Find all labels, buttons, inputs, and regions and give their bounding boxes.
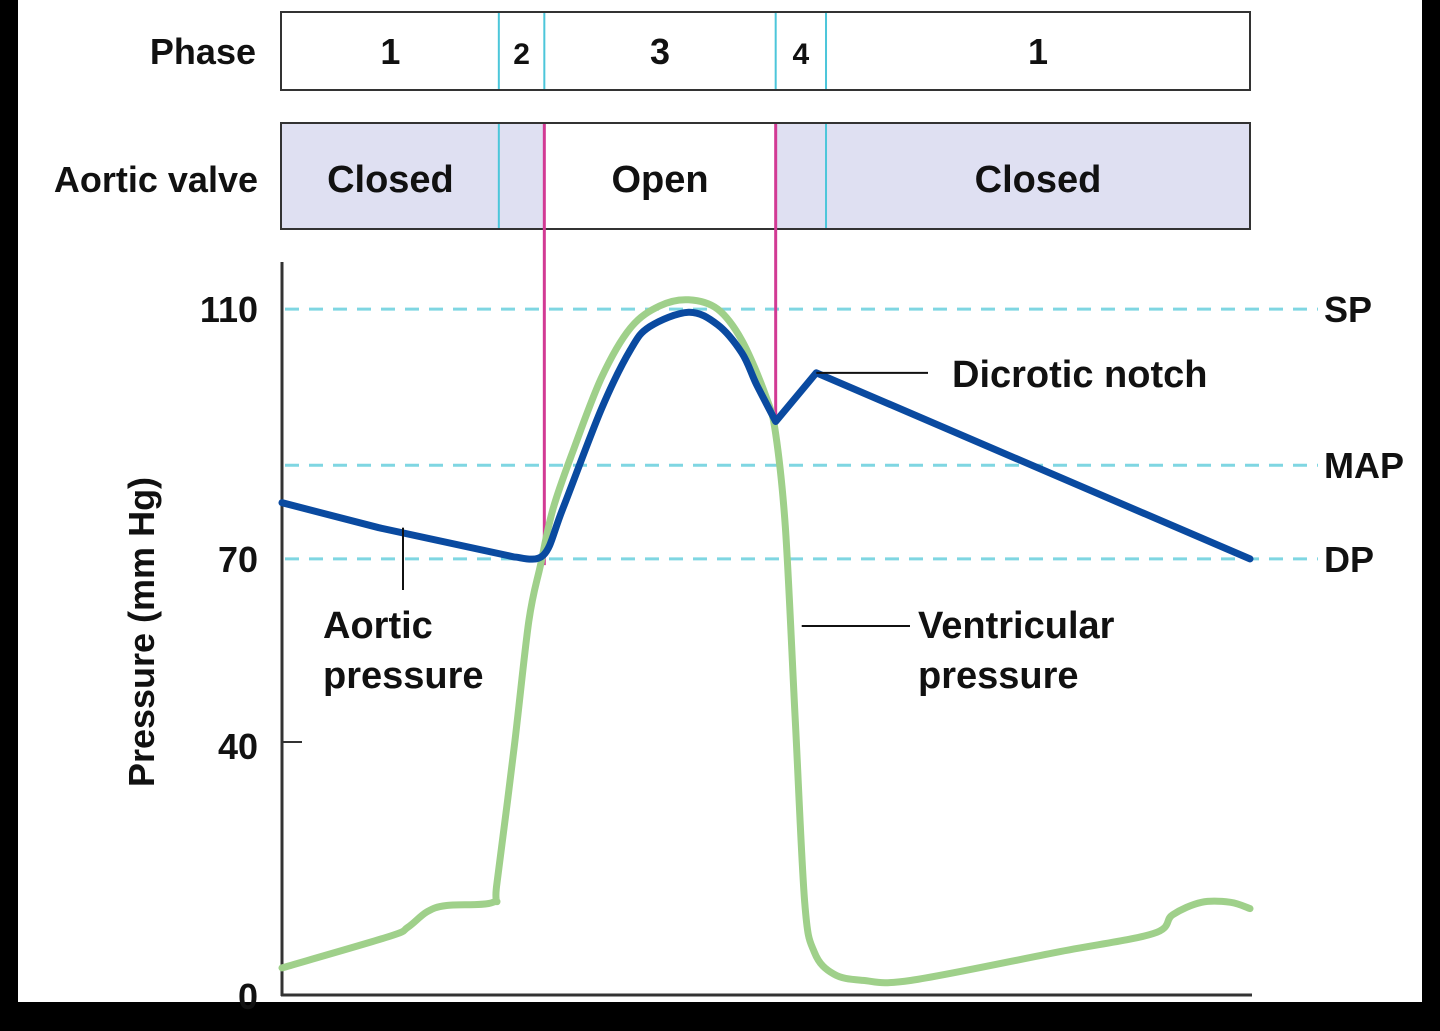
reference-lines	[285, 307, 1318, 561]
y-tick-label: 110	[200, 289, 258, 330]
valve-event-lines	[542, 124, 778, 566]
y-axis-label: Pressure (mm Hg)	[121, 477, 162, 787]
phase-label: 1	[380, 31, 400, 72]
valve-fills	[282, 123, 1250, 229]
reference-label-sp: SP	[1324, 289, 1372, 330]
aortic-pressure-label-line2: pressure	[323, 655, 484, 697]
phase-labels: 1 2 3 4 1	[380, 31, 1048, 72]
phase-dividers	[497, 13, 828, 89]
valve-state-label: Open	[611, 159, 708, 201]
phase-label: 2	[513, 38, 530, 71]
annotation-layer: Dicrotic notch Aortic pressure Ventricular p…	[323, 354, 1207, 697]
aortic-pressure-line	[278, 308, 1254, 563]
series-layer	[278, 296, 1254, 987]
phase-label: 4	[793, 38, 810, 71]
phase-label: 1	[1028, 31, 1048, 72]
y-tick-label: 40	[218, 726, 258, 767]
valve-row-frame	[280, 122, 1251, 230]
reference-label-dp: DP	[1324, 539, 1374, 580]
valve-state-label: Closed	[975, 159, 1102, 201]
valve-labels: Closed Open Closed	[327, 159, 1101, 201]
phase-row-frame	[280, 11, 1251, 91]
valve-dividers	[497, 124, 828, 228]
valve-row-label: Aortic valve	[54, 159, 258, 200]
phase-row-label: Phase	[150, 31, 256, 72]
y-tick-labels: 110 70 40 0	[200, 289, 258, 1017]
reference-label-map: MAP	[1324, 445, 1404, 486]
phase-label: 3	[650, 31, 670, 72]
valve-state-label: Closed	[327, 159, 454, 201]
ventricular-pressure-line	[278, 296, 1254, 987]
reference-labels: SP MAP DP	[1324, 289, 1404, 580]
ventricular-pressure-label-line1: Ventricular	[918, 605, 1115, 647]
aortic-pressure-label-line1: Aortic	[323, 605, 433, 647]
valve-segment-closed	[282, 123, 545, 229]
valve-segment-open	[544, 123, 776, 229]
y-tick-label: 0	[238, 976, 258, 1017]
dicrotic-notch-label: Dicrotic notch	[952, 354, 1207, 396]
y-tick-label: 70	[218, 539, 258, 580]
ventricular-pressure-label-line2: pressure	[918, 655, 1079, 697]
valve-segment-closed	[775, 123, 1250, 229]
